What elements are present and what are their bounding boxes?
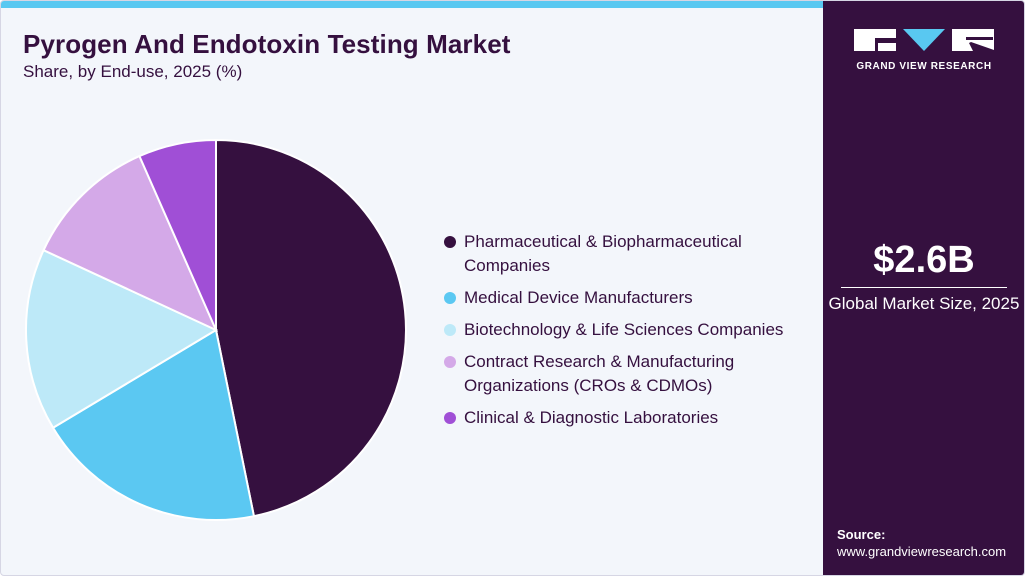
pie-slice-medical-device bbox=[51, 328, 256, 521]
legend-item-clinical-labs: Clinical & Diagnostic Laboratories bbox=[444, 406, 814, 430]
market-size-value: $2.6B bbox=[873, 239, 975, 281]
chart-subtitle: Share, by End-use, 2025 (%) bbox=[23, 62, 243, 81]
pie-slice-clinical-labs bbox=[138, 138, 217, 331]
chart-legend: Pharmaceutical & Biopharmaceutical Compa… bbox=[444, 230, 814, 438]
pie-slice-pharma bbox=[215, 138, 407, 518]
legend-item-medical-device: Medical Device Manufacturers bbox=[444, 286, 814, 310]
legend-item-cro-cdmo: Contract Research & Manufacturing Organi… bbox=[444, 350, 814, 398]
legend-swatch-biotech bbox=[444, 324, 456, 336]
pie-slice-cro-cdmo bbox=[42, 154, 218, 333]
pie-slice-biotech bbox=[25, 248, 219, 430]
legend-label-biotech: Biotechnology & Life Sciences Companies bbox=[464, 320, 784, 339]
logo-text: GRAND VIEW RESEARCH bbox=[856, 61, 992, 72]
source-label: Source: bbox=[837, 527, 886, 542]
legend-swatch-cro-cdmo bbox=[444, 356, 456, 368]
divider bbox=[841, 287, 1007, 288]
pie-chart bbox=[25, 138, 407, 521]
chart-title: Pyrogen And Endotoxin Testing Market bbox=[23, 29, 511, 59]
legend-swatch-clinical-labs bbox=[444, 412, 456, 424]
legend-swatch-pharma bbox=[444, 236, 456, 248]
accent-bar bbox=[1, 1, 823, 8]
market-size-label: Global Market Size, 2025 bbox=[828, 294, 1020, 313]
grand-view-research-logo-icon bbox=[854, 29, 994, 51]
legend-swatch-medical-device bbox=[444, 292, 456, 304]
legend-label-cro-cdmo: Contract Research & Manufacturing Organi… bbox=[464, 352, 735, 395]
legend-label-pharma: Pharmaceutical & Biopharmaceutical Compa… bbox=[464, 232, 742, 275]
market-summary-panel: GRAND VIEW RESEARCH $2.6B Global Market … bbox=[823, 1, 1024, 575]
legend-label-medical-device: Medical Device Manufacturers bbox=[464, 288, 693, 307]
legend-item-pharma: Pharmaceutical & Biopharmaceutical Compa… bbox=[444, 230, 814, 278]
legend-item-biotech: Biotechnology & Life Sciences Companies bbox=[444, 318, 814, 342]
source-link[interactable]: www.grandviewresearch.com bbox=[837, 544, 1007, 559]
legend-label-clinical-labs: Clinical & Diagnostic Laboratories bbox=[464, 408, 719, 427]
